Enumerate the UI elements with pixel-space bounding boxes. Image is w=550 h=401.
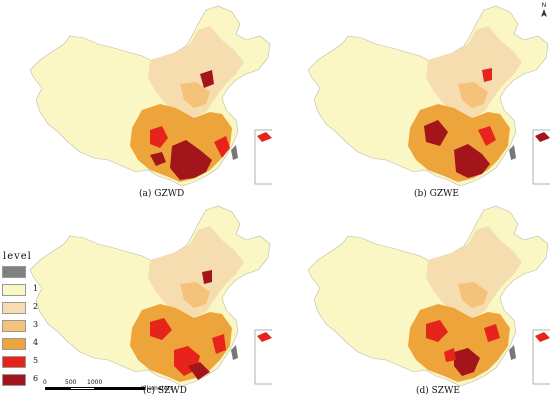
legend-swatch [2,284,26,296]
map-panel-d [278,200,550,390]
legend-item: 1 [2,281,52,299]
panel-caption-a: (a) GZWD [139,189,185,199]
map-panel-b [278,0,550,190]
legend-title: level [3,251,32,262]
scale-bar-segment [45,387,70,390]
scale-tick-label: 500 [65,379,77,386]
legend-swatch [2,320,26,332]
map-panel-a [0,0,272,190]
legend-item: 4 [2,335,52,353]
legend-swatch [2,374,26,386]
legend: level 1 2 3 4 5 6 [2,250,52,389]
scale-unit-label: Kilometers [141,385,174,392]
north-label: N [541,2,547,9]
scale-bar-segment [95,387,145,390]
panel-caption-d: (d) SZWE [416,386,460,396]
china-map-szwe [307,205,550,387]
legend-item: 2 [2,299,52,317]
north-arrow-icon: N [541,2,547,19]
scale-bar-segment [70,387,95,390]
panel-caption-b: (b) GZWE [414,189,459,199]
legend-label: 5 [33,356,39,365]
legend-swatch [2,356,26,368]
legend-label: 2 [33,302,39,311]
china-map-gzwe [307,5,550,187]
china-map-gzwd [29,5,272,187]
north-arrow-glyph [541,9,547,17]
legend-label: 4 [33,338,39,347]
legend-label: 3 [33,320,39,329]
scale-bar: 0 500 1000 Kilometers [43,379,173,395]
legend-item: 6 [2,371,52,389]
map-panel-c [0,200,272,390]
legend-item: 5 [2,353,52,371]
legend-swatch [2,302,26,314]
china-map-szwd [29,205,272,387]
scale-tick-label: 1000 [87,379,103,386]
scale-tick-label: 0 [43,379,47,386]
legend-label: 6 [33,374,39,383]
legend-label: 1 [33,284,39,293]
legend-item: 3 [2,317,52,335]
legend-swatch [2,338,26,350]
panel-caption-c: (c) SZWD [143,386,187,396]
legend-swatch [2,266,26,278]
legend-item [2,263,52,281]
